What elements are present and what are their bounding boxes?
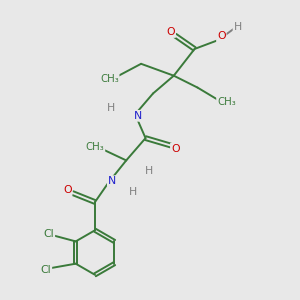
Text: H: H xyxy=(107,103,116,113)
Text: CH₃: CH₃ xyxy=(100,74,119,84)
Text: H: H xyxy=(234,22,242,32)
Text: CH₃: CH₃ xyxy=(85,142,104,152)
Text: O: O xyxy=(167,27,175,37)
Text: Cl: Cl xyxy=(41,265,51,275)
Text: O: O xyxy=(217,32,226,41)
Text: CH₃: CH₃ xyxy=(217,98,236,107)
Text: N: N xyxy=(134,111,142,121)
Text: H: H xyxy=(145,166,154,176)
Text: O: O xyxy=(171,143,180,154)
Text: Cl: Cl xyxy=(44,229,54,239)
Text: O: O xyxy=(63,185,72,195)
Text: H: H xyxy=(129,187,137,196)
Text: N: N xyxy=(108,176,116,186)
